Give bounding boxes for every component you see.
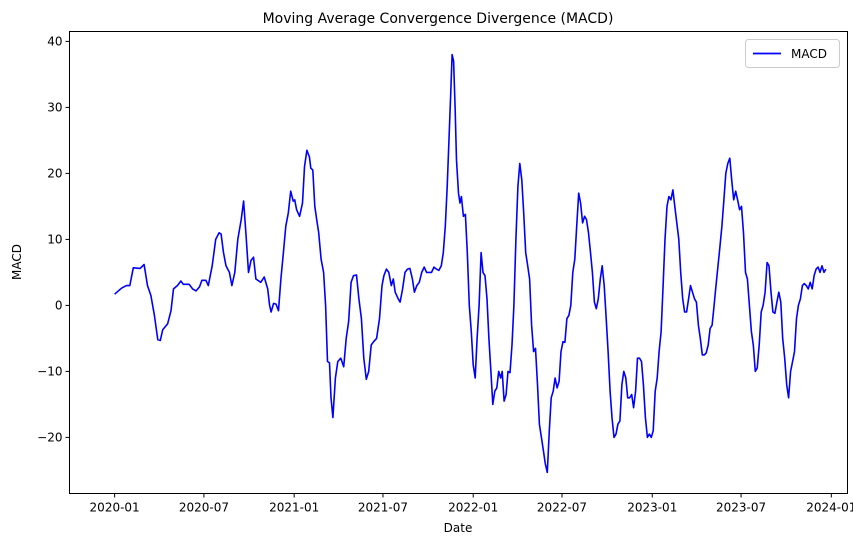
x-tick-label: 2022-07	[537, 501, 587, 515]
legend: MACD	[745, 39, 840, 68]
x-tick-label: 2020-01	[90, 501, 140, 515]
legend-label: MACD	[791, 47, 827, 61]
axes-frame	[69, 31, 848, 494]
series-line-macd	[114, 53, 827, 474]
x-tick-label: 2023-07	[716, 501, 766, 515]
y-tick-label: 40	[47, 34, 62, 48]
y-tick-label: −10	[37, 364, 62, 378]
legend-box	[745, 39, 840, 68]
y-axis: −20 −10 0 10 20 30 40	[37, 34, 70, 444]
y-tick-label: 0	[55, 298, 63, 312]
x-tick-label: 2022-01	[448, 501, 498, 515]
y-tick-label: 10	[47, 232, 62, 246]
x-axis-label: Date	[444, 521, 473, 535]
chart-title: Moving Average Convergence Divergence (M…	[263, 11, 614, 27]
x-axis: 2020-01 2020-07 2021-01 2021-07 2022-01 2022-…	[90, 493, 853, 515]
x-tick-label: 2021-01	[269, 501, 319, 515]
y-tick-label: −20	[37, 430, 62, 444]
y-axis-label: MACD	[10, 244, 24, 280]
x-tick-label: 2020-07	[179, 501, 229, 515]
y-tick-label: 30	[47, 100, 62, 114]
plot-area	[114, 53, 827, 474]
y-tick-label: 20	[47, 166, 62, 180]
x-tick-label: 2024-01	[806, 501, 853, 515]
x-tick-label: 2023-01	[627, 501, 677, 515]
x-tick-label: 2021-07	[358, 501, 408, 515]
